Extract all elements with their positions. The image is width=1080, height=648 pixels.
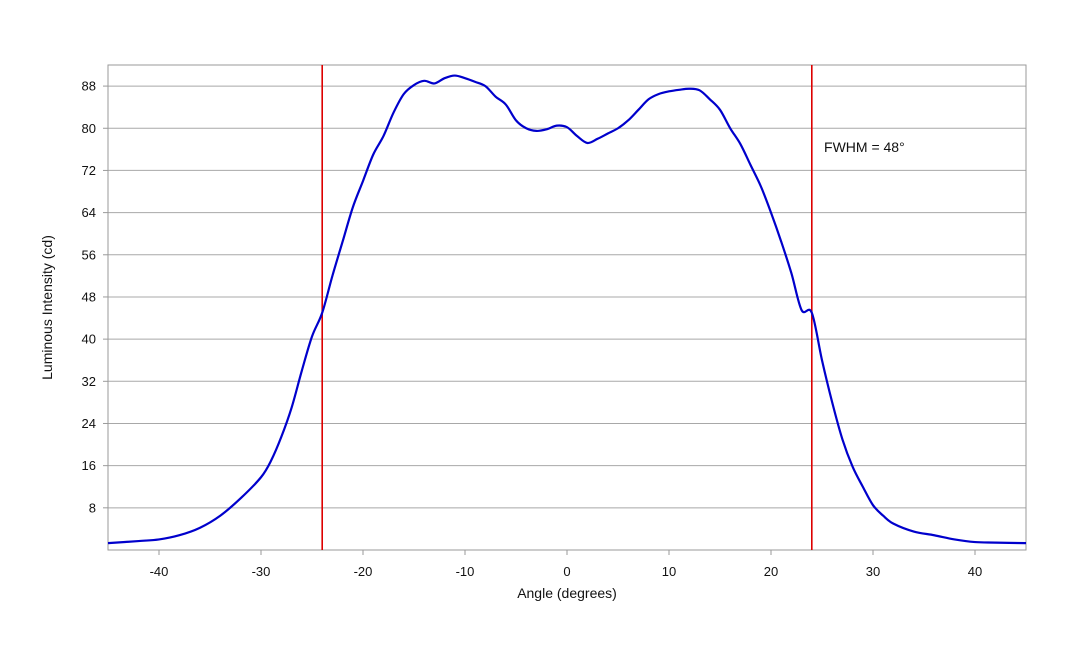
fwhm-annotation: FWHM = 48° [824, 139, 905, 155]
x-tick-label: 10 [662, 564, 676, 579]
x-tick-label: 40 [968, 564, 982, 579]
y-tick-label: 48 [82, 289, 96, 304]
fwhm-lines [321, 65, 813, 550]
x-axis-title: Angle (degrees) [517, 585, 617, 601]
y-tick-label: 80 [82, 121, 96, 136]
y-tick-label: 24 [82, 416, 96, 431]
x-tick-label: -30 [252, 564, 271, 579]
y-tick-label: 56 [82, 247, 96, 262]
x-tick-label: -10 [456, 564, 475, 579]
series-line [107, 74, 1027, 545]
y-tick-label: 16 [82, 458, 96, 473]
gridlines [108, 85, 1026, 509]
annotations: FWHM = 48° [824, 139, 905, 155]
x-tick-label: 0 [563, 564, 570, 579]
x-tick-label: -20 [354, 564, 373, 579]
y-tick-label: 40 [82, 332, 96, 347]
x-tick-label: 30 [866, 564, 880, 579]
y-tick-label: 72 [82, 163, 96, 178]
y-tick-label: 64 [82, 205, 96, 220]
y-axis-ticks: 8 16 24 32 40 48 56 64 72 80 88 [82, 79, 108, 515]
y-tick-label: 32 [82, 374, 96, 389]
y-axis-title: Luminous Intensity (cd) [39, 235, 55, 380]
x-axis-ticks: -40 -30 -20 -10 0 10 20 30 40 [150, 550, 982, 579]
y-tick-label: 88 [82, 79, 96, 94]
y-tick-label: 8 [89, 500, 96, 515]
series-group [107, 74, 1027, 545]
x-tick-label: -40 [150, 564, 169, 579]
x-tick-label: 20 [764, 564, 778, 579]
